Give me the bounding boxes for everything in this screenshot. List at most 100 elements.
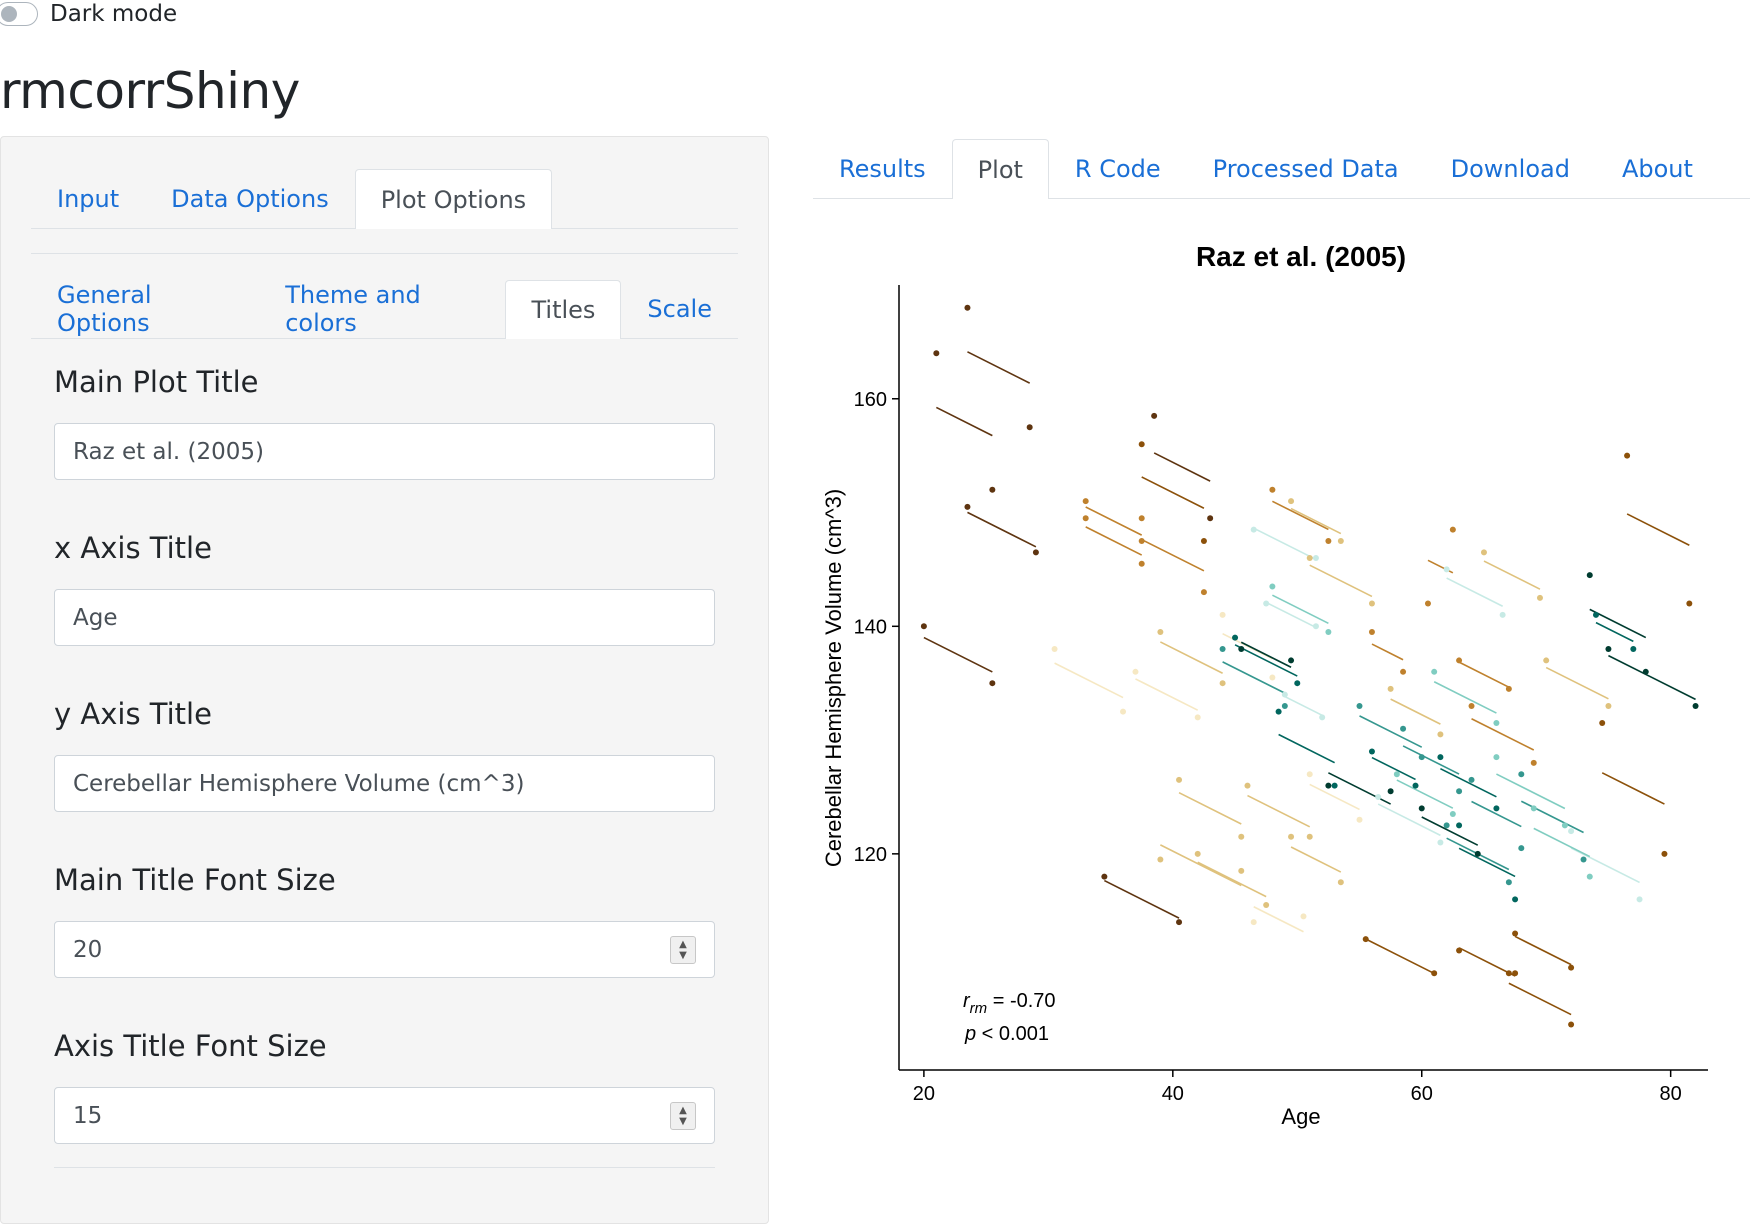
subject-fit-line xyxy=(1533,827,1591,858)
tab-download[interactable]: Download xyxy=(1450,154,1570,183)
data-point xyxy=(1580,856,1587,863)
data-point xyxy=(1337,879,1344,886)
x-tick-label: 80 xyxy=(1660,1083,1682,1105)
spinner-down-icon[interactable]: ▼ xyxy=(679,1116,687,1127)
subject-fit-line xyxy=(1626,513,1690,546)
main-title-font-size-input[interactable]: 20 ▲ ▼ xyxy=(54,921,715,978)
tab-r-code[interactable]: R Code xyxy=(1074,154,1161,183)
subtab-theme-colors[interactable]: Theme and colors xyxy=(285,281,421,337)
subject-fit-line xyxy=(1483,560,1541,590)
x-axis-ticks: 20 40 60 80 xyxy=(913,1070,1682,1105)
divider xyxy=(31,253,738,254)
subject-fit-line xyxy=(1309,783,1360,811)
data-point xyxy=(1443,566,1450,573)
subject-fit-line xyxy=(1508,982,1572,1016)
data-point xyxy=(1568,828,1575,835)
tab-data-options[interactable]: Data Options xyxy=(171,184,329,213)
y-axis-title-value: Cerebellar Hemisphere Volume (cm^3) xyxy=(73,770,525,797)
subject-fit-line xyxy=(1433,681,1497,714)
data-point xyxy=(1219,680,1226,687)
data-point xyxy=(1337,537,1344,544)
subtab-scale[interactable]: Scale xyxy=(647,295,712,323)
spinner-up-icon[interactable]: ▲ xyxy=(679,939,687,950)
data-point xyxy=(1032,549,1039,556)
data-point xyxy=(1306,555,1313,562)
data-point xyxy=(1449,811,1456,818)
data-point xyxy=(1312,555,1319,562)
axis-title-font-size-input[interactable]: 15 ▲ ▼ xyxy=(54,1087,715,1144)
data-point xyxy=(1592,611,1599,618)
subject-fit-line xyxy=(1141,476,1205,509)
number-spinner[interactable]: ▲ ▼ xyxy=(670,1102,696,1130)
main-title-input[interactable]: Raz et al. (2005) xyxy=(54,423,715,480)
x-axis-title-value: Age xyxy=(73,604,118,631)
data-point xyxy=(1368,748,1375,755)
dark-mode-toggle[interactable]: Dark mode xyxy=(0,0,177,28)
data-point xyxy=(1586,572,1593,579)
x-axis-title-input[interactable]: Age xyxy=(54,589,715,646)
p-annotation: p < 0.001 xyxy=(964,1023,1049,1045)
data-point xyxy=(1692,702,1699,709)
data-point xyxy=(1275,708,1282,715)
sidebar-tabs: Input Data Options Plot Options xyxy=(31,168,738,229)
data-point xyxy=(1194,714,1201,721)
subject-fit-line xyxy=(1222,661,1286,694)
number-spinner[interactable]: ▲ ▼ xyxy=(670,936,696,964)
subject-fit-line xyxy=(1135,678,1199,711)
data-point xyxy=(1281,691,1288,698)
subject-fit-line xyxy=(1359,715,1423,748)
data-point xyxy=(964,503,971,510)
tab-plot[interactable]: Plot xyxy=(951,139,1049,199)
data-point xyxy=(1456,657,1463,664)
data-point xyxy=(1512,896,1519,903)
subtab-general-options[interactable]: General Options xyxy=(57,281,152,337)
axis-title-font-size-label: Axis Title Font Size xyxy=(54,1029,327,1063)
data-point xyxy=(1051,646,1058,653)
data-point xyxy=(1530,759,1537,766)
tab-plot-options[interactable]: Plot Options xyxy=(354,169,553,229)
data-point xyxy=(1480,549,1487,556)
data-point xyxy=(1082,498,1089,505)
subject-fit-line xyxy=(1272,500,1329,531)
tab-processed-data[interactable]: Processed Data xyxy=(1212,154,1399,183)
data-point xyxy=(1437,731,1444,738)
x-axis-label: Age xyxy=(1281,1104,1320,1129)
dark-mode-switch[interactable] xyxy=(0,2,38,26)
spinner-up-icon[interactable]: ▲ xyxy=(679,1105,687,1116)
tab-input[interactable]: Input xyxy=(57,184,120,213)
data-point xyxy=(1207,515,1214,522)
subtab-titles[interactable]: Titles xyxy=(505,280,622,339)
y-tick-label: 160 xyxy=(854,389,887,411)
main-tabs: Results Plot R Code Processed Data Downl… xyxy=(813,138,1750,199)
subject-fit-line xyxy=(1265,601,1317,629)
data-point xyxy=(1493,805,1500,812)
tab-about[interactable]: About xyxy=(1621,154,1693,183)
tab-results[interactable]: Results xyxy=(839,154,926,183)
subject-fit-line xyxy=(1290,846,1342,873)
subject-fit-line xyxy=(1496,773,1566,810)
data-point xyxy=(1244,782,1251,789)
data-point xyxy=(933,350,940,357)
data-point xyxy=(1306,833,1313,840)
data-point xyxy=(1325,782,1332,789)
data-point xyxy=(1468,702,1475,709)
data-point xyxy=(1512,970,1519,977)
subject-fit-line xyxy=(1601,772,1665,805)
r-value: = -0.70 xyxy=(987,990,1055,1012)
subject-fit-line xyxy=(1153,452,1211,482)
data-point xyxy=(1512,930,1519,937)
data-point xyxy=(1586,873,1593,880)
data-point xyxy=(1319,714,1326,721)
subject-fit-line xyxy=(1240,641,1292,668)
data-point xyxy=(1375,793,1382,800)
y-axis-title-input[interactable]: Cerebellar Hemisphere Volume (cm^3) xyxy=(54,755,715,812)
subject-fit-line xyxy=(967,511,1037,548)
spinner-down-icon[interactable]: ▼ xyxy=(679,950,687,961)
data-point xyxy=(989,486,996,493)
subject-fit-line xyxy=(1178,791,1242,825)
data-point xyxy=(1661,850,1668,857)
data-point xyxy=(1138,515,1145,522)
subject-fit-line xyxy=(1272,594,1329,625)
subject-fit-line xyxy=(1545,666,1609,700)
data-point xyxy=(1536,594,1543,601)
